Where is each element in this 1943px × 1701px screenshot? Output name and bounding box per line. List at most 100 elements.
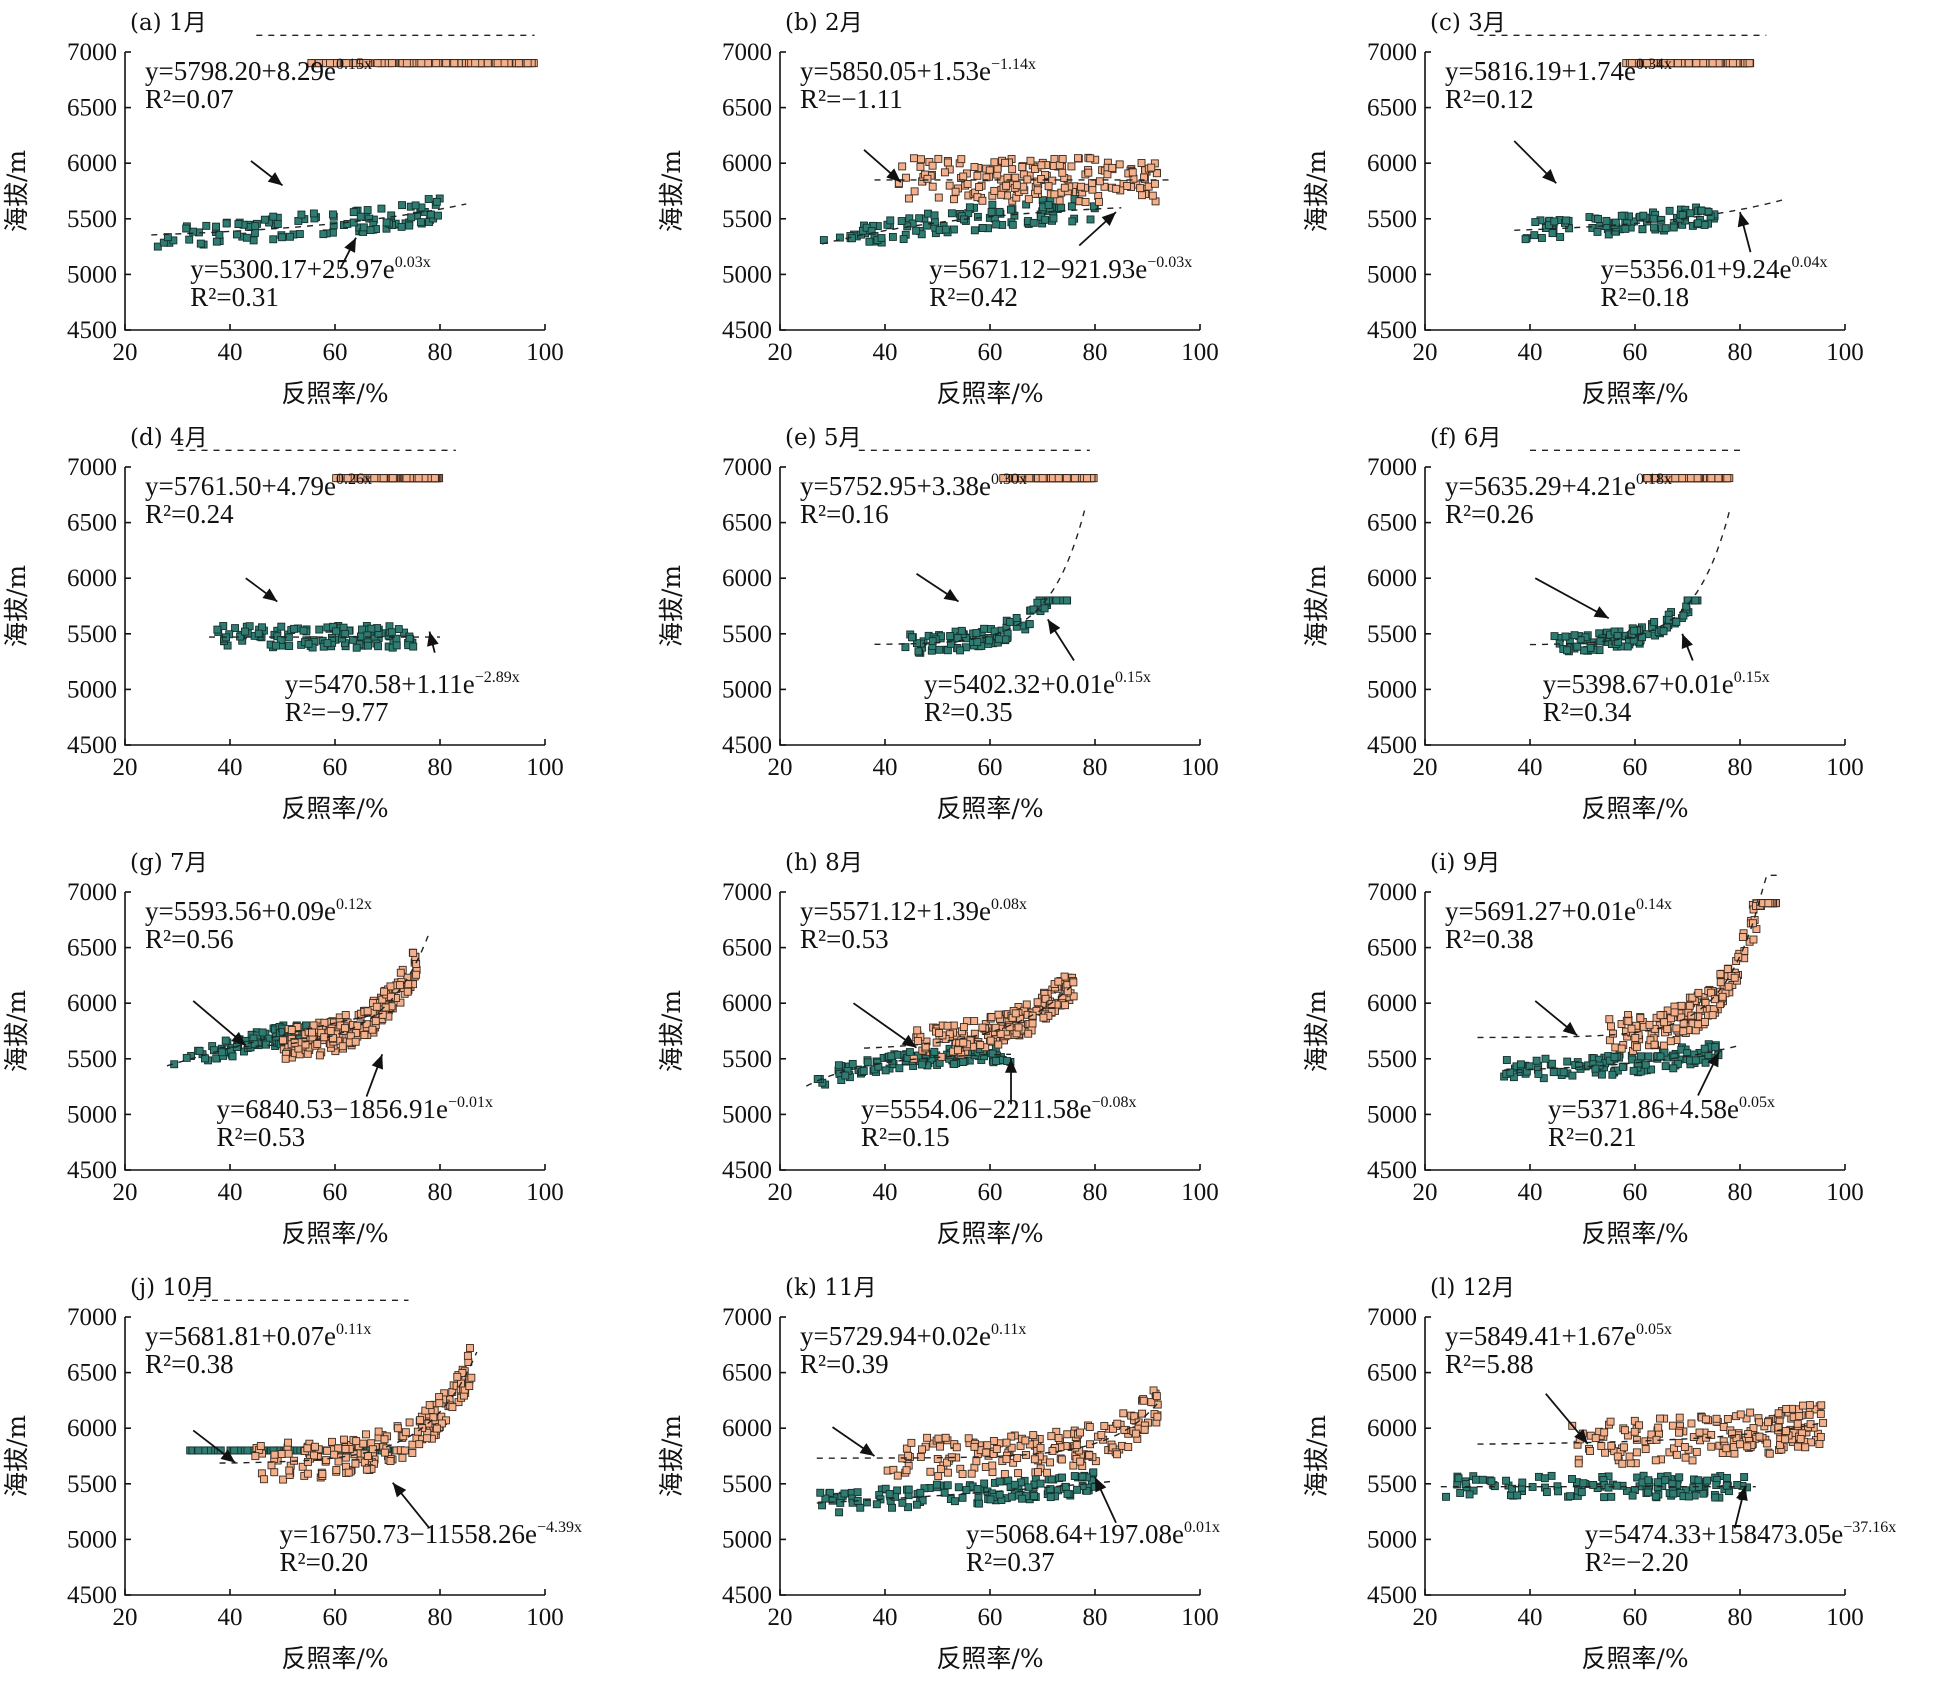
upper-data-point xyxy=(1034,1468,1042,1477)
y-tick-label: 7000 xyxy=(1367,454,1417,481)
upper-fit-r2: R²=5.88 xyxy=(1445,1349,1534,1379)
lower-data-point xyxy=(1608,1070,1617,1079)
upper-data-point xyxy=(1719,1423,1728,1431)
upper-data-point xyxy=(1701,1415,1710,1424)
lower-data-point xyxy=(895,1064,904,1073)
y-tick-label: 5000 xyxy=(67,261,117,288)
upper-data-point xyxy=(996,1029,1005,1038)
lower-data-point xyxy=(249,236,258,245)
upper-data-point xyxy=(1057,1455,1066,1464)
lower-fit-r2: R²=0.18 xyxy=(1601,282,1690,312)
y-tick-label: 5500 xyxy=(722,1046,772,1073)
lower-data-point xyxy=(1548,229,1557,238)
upper-data-point xyxy=(342,59,351,68)
lower-data-point xyxy=(1008,220,1017,229)
upper-data-point xyxy=(284,1438,292,1447)
upper-data-point xyxy=(1672,1450,1681,1459)
upper-data-point xyxy=(1671,474,1680,483)
lower-data-point xyxy=(290,624,298,633)
lower-data-point xyxy=(195,1046,204,1055)
upper-data-point xyxy=(1781,1427,1790,1435)
lower-data-point xyxy=(1024,1483,1033,1492)
y-tick-label: 7000 xyxy=(722,879,772,906)
upper-data-point xyxy=(320,1018,329,1027)
y-tick-label: 4500 xyxy=(1367,732,1417,759)
upper-data-point xyxy=(1782,1405,1791,1413)
upper-data-point xyxy=(523,59,532,68)
upper-data-point xyxy=(1014,1023,1023,1032)
upper-data-point xyxy=(362,1020,371,1029)
upper-data-point xyxy=(368,1445,377,1454)
scatter-chart: (k) 11月 4500 5000 5500 6000 6500 7000 20 40 60 80 1… xyxy=(657,1275,1220,1673)
lower-data-point xyxy=(975,1499,983,1508)
lower-data-point xyxy=(349,208,358,217)
upper-data-point xyxy=(500,59,509,68)
upper-data-point xyxy=(1816,1409,1825,1418)
lower-data-point xyxy=(987,208,996,216)
x-tick-label: 60 xyxy=(1623,339,1648,366)
upper-data-point xyxy=(1817,1401,1826,1410)
y-tick-label: 6000 xyxy=(67,150,117,177)
upper-data-point xyxy=(315,1051,324,1060)
upper-data-point xyxy=(1736,1440,1745,1449)
x-axis-label: 反照率/% xyxy=(281,1644,388,1673)
y-tick-label: 6500 xyxy=(67,95,117,122)
upper-data-point xyxy=(1687,1419,1696,1428)
lower-data-point xyxy=(348,635,357,644)
upper-data-point xyxy=(378,995,387,1004)
upper-data-point xyxy=(943,1021,952,1030)
lower-data-point xyxy=(1711,1493,1720,1502)
chart-panel: (i) 9月 4500 5000 5500 6000 6500 7000 20 40 60 80 10… xyxy=(1300,840,1943,1260)
x-tick-label: 40 xyxy=(873,754,898,781)
upper-data-point xyxy=(1707,1442,1716,1451)
upper-annotation-arrow xyxy=(1534,577,1610,620)
y-tick-label: 5500 xyxy=(1367,621,1417,648)
chart-panel: (c) 3月 4500 5000 5500 6000 6500 7000 20 40 60 80 10… xyxy=(1300,0,1943,420)
lower-data-point xyxy=(1577,1488,1586,1497)
upper-data-point xyxy=(1630,1416,1639,1425)
upper-data-point xyxy=(380,987,388,996)
chart-panel: (e) 5月 4500 5000 5500 6000 6500 7000 20 40 60 80 10… xyxy=(655,415,1305,835)
upper-data-point xyxy=(402,59,411,68)
lower-data-point xyxy=(912,1500,921,1509)
upper-data-point xyxy=(281,1054,290,1063)
lower-data-point xyxy=(904,1503,912,1512)
upper-data-point xyxy=(1716,970,1725,979)
upper-data-point xyxy=(1748,919,1757,928)
upper-data-point xyxy=(1678,474,1687,483)
upper-data-point xyxy=(371,1017,380,1026)
upper-data-point xyxy=(1063,987,1072,996)
y-tick-label: 6000 xyxy=(67,565,117,592)
lower-data-point xyxy=(956,646,964,655)
upper-data-point xyxy=(379,474,388,483)
lower-data-point xyxy=(1654,1478,1662,1487)
upper-data-point xyxy=(1041,994,1050,1003)
lower-data-point xyxy=(332,627,341,636)
upper-data-point xyxy=(1058,168,1067,177)
upper-data-point xyxy=(380,1448,389,1457)
lower-data-point xyxy=(1621,224,1630,233)
lower-data-point xyxy=(1532,1056,1541,1065)
lower-data-point xyxy=(917,1060,926,1069)
lower-data-point xyxy=(1049,214,1058,223)
upper-data-point xyxy=(991,1023,1000,1032)
upper-data-point xyxy=(398,1453,407,1462)
x-tick-label: 60 xyxy=(323,1604,348,1631)
scatter-chart: (d) 4月 4500 5000 5500 6000 6500 7000 20 40 60 80 10… xyxy=(2,425,564,823)
upper-data-point xyxy=(1061,1001,1070,1010)
lower-data-point xyxy=(405,221,414,230)
y-tick-label: 4500 xyxy=(67,1157,117,1184)
upper-data-point xyxy=(934,1472,943,1481)
upper-fit-equation: y=5729.94+0.02e0.11x xyxy=(800,1321,1026,1351)
lower-data-point xyxy=(994,635,1003,644)
upper-data-point xyxy=(313,1039,322,1048)
lower-data-point xyxy=(1542,1488,1551,1497)
upper-data-point xyxy=(916,1452,925,1461)
y-tick-label: 6500 xyxy=(722,1360,772,1387)
upper-annotation-arrow xyxy=(916,573,959,603)
y-tick-label: 6000 xyxy=(67,1415,117,1442)
x-axis-label: 反照率/% xyxy=(1581,1644,1688,1673)
upper-data-point xyxy=(1684,59,1693,68)
lower-data-point xyxy=(1530,231,1539,240)
upper-data-point xyxy=(1707,988,1716,997)
